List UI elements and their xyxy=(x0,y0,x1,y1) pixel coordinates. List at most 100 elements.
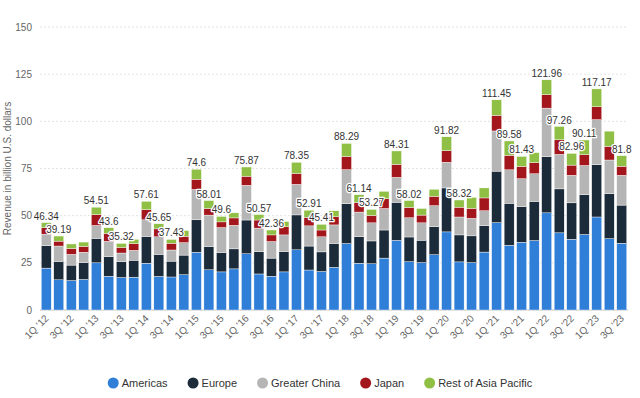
bar-segment xyxy=(442,232,452,310)
bar-segment xyxy=(41,246,51,268)
bar-segment xyxy=(79,242,89,246)
bar-segment xyxy=(592,120,602,165)
bar-segment xyxy=(579,195,589,235)
bar-segment xyxy=(517,207,527,243)
total-label: 61.14 xyxy=(347,183,372,194)
grid-line xyxy=(40,168,628,169)
legend-swatch xyxy=(108,378,119,389)
bar-segment xyxy=(467,263,477,310)
bar-segment xyxy=(216,252,226,271)
bar-segment xyxy=(154,254,164,276)
bar-segment xyxy=(241,254,251,310)
bar-segment xyxy=(329,243,339,267)
bar-segment xyxy=(542,157,552,213)
bar-segment xyxy=(454,262,464,310)
bar-segment xyxy=(579,165,589,194)
x-tick-label: 3Q '13 xyxy=(97,312,126,341)
bar-segment xyxy=(492,171,502,223)
bar-segment xyxy=(229,225,239,249)
total-label: 88.29 xyxy=(334,131,359,142)
bar-segment xyxy=(517,166,527,178)
bar-segment xyxy=(479,252,489,310)
y-tick-label: 100 xyxy=(15,116,32,127)
bar-segment xyxy=(129,277,139,310)
bar-segment xyxy=(254,252,264,274)
bars xyxy=(41,80,626,310)
total-label: 90.11 xyxy=(572,128,597,139)
bar-segment xyxy=(404,201,414,208)
y-tick-label: 0 xyxy=(26,305,32,316)
bar-segment xyxy=(166,239,176,243)
bar-segment xyxy=(529,241,539,310)
bar-segment xyxy=(116,247,126,253)
bar-segment xyxy=(266,258,276,276)
bar-segment xyxy=(66,244,76,249)
bar-segment xyxy=(429,196,439,205)
bar-segment xyxy=(579,235,589,310)
bar-segment xyxy=(417,223,427,240)
bar-segment xyxy=(204,247,214,270)
bar-segment xyxy=(554,154,564,189)
total-label: 117.17 xyxy=(582,77,612,88)
bar-segment xyxy=(429,227,439,255)
bar-segment xyxy=(179,255,189,275)
bar-segment xyxy=(467,218,477,236)
bar-segment xyxy=(604,194,614,239)
x-tick-label: 3Q '14 xyxy=(147,312,176,341)
legend-swatch xyxy=(360,378,371,389)
bar-segment xyxy=(66,281,76,310)
bar-segment xyxy=(204,270,214,310)
y-tick-label: 150 xyxy=(15,22,32,33)
bar-segment xyxy=(592,89,602,107)
bar-segment xyxy=(266,230,276,235)
total-label: 81.8 xyxy=(612,144,632,155)
bar-segment xyxy=(241,220,251,254)
bar-segment xyxy=(467,236,477,263)
x-tick-label: 1Q '17 xyxy=(272,312,301,341)
x-tick-label: 3Q '12 xyxy=(47,312,76,341)
bar-segment xyxy=(442,151,452,163)
bar-segment xyxy=(554,126,564,139)
bar-segment xyxy=(604,160,614,194)
bar-segment xyxy=(454,207,464,217)
legend-label: Europe xyxy=(202,377,237,389)
bar-segment xyxy=(492,100,502,115)
bar-segment xyxy=(54,246,64,261)
bar-segment xyxy=(216,216,226,221)
bar-segment xyxy=(254,228,264,252)
bar-segment xyxy=(617,156,627,167)
bar-segment xyxy=(504,170,514,203)
bar-segment xyxy=(592,217,602,310)
bar-segment xyxy=(504,245,514,310)
x-tick-label: 3Q '20 xyxy=(448,312,477,341)
bar-segment xyxy=(104,276,114,310)
total-label: 49.6 xyxy=(212,204,232,215)
bar-segment xyxy=(479,211,489,226)
bar-segment xyxy=(354,263,364,310)
bar-segment xyxy=(617,175,627,205)
bar-segment xyxy=(54,241,64,246)
grid-line xyxy=(40,27,628,28)
bar-segment xyxy=(504,155,514,170)
legend-label: Rest of Asia Pacific xyxy=(438,377,533,389)
bar-segment xyxy=(567,153,577,165)
bar-segment xyxy=(567,175,577,203)
bar-segment xyxy=(316,237,326,252)
bar-segment xyxy=(467,197,477,208)
bar-segment xyxy=(454,235,464,262)
bar-segment xyxy=(542,213,552,310)
bar-segment xyxy=(116,278,126,310)
x-tick-label: 1Q '12 xyxy=(22,312,51,341)
bar-segment xyxy=(66,265,76,280)
total-label: 58.02 xyxy=(397,189,422,200)
grid-line xyxy=(40,121,628,122)
bar-segment xyxy=(191,252,201,310)
bar-segment xyxy=(229,269,239,310)
x-tick-label: 3Q '21 xyxy=(498,312,527,341)
bar-segment xyxy=(54,280,64,310)
bar-segment xyxy=(179,243,189,255)
bar-segment xyxy=(41,234,51,246)
bar-segment xyxy=(116,262,126,278)
bar-segment xyxy=(367,223,377,241)
total-label: 81.43 xyxy=(509,144,534,155)
